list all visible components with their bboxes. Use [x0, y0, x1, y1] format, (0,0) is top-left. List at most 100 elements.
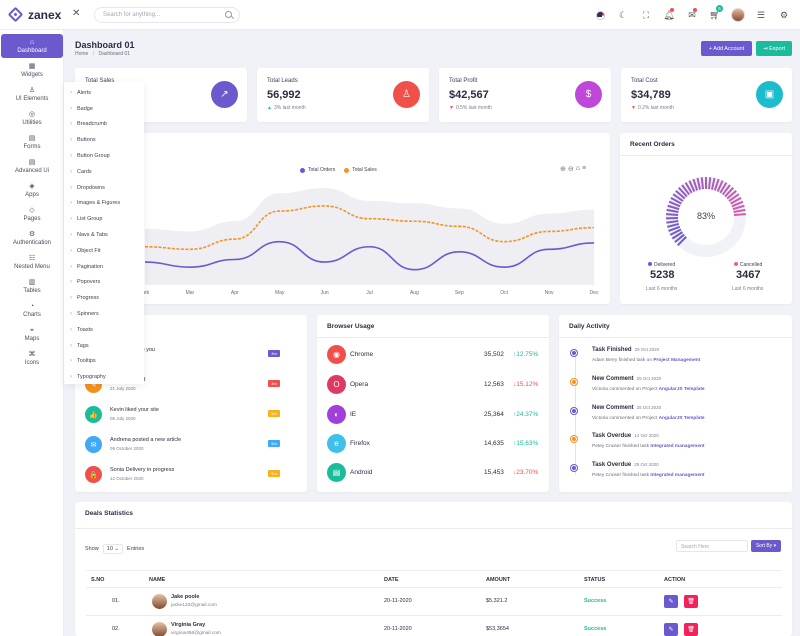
sidebar-item-label: Authentication — [12, 239, 52, 246]
chart-menu-icon[interactable]: ≡ — [581, 165, 587, 172]
menu-icon[interactable]: ☰ — [756, 9, 766, 20]
flyout-item[interactable]: Alerts — [64, 85, 144, 101]
timeline-desc: Petey Cruiser finished task Integrated m… — [592, 444, 705, 449]
settings-gear-icon[interactable]: ⚙ — [779, 9, 789, 20]
sales-chart-card: Total Orders Total Sales ⊕ ⊖ ⌂ ≡ Feb Mar A… — [75, 133, 610, 304]
timeline-link[interactable]: AngularJS Template — [658, 416, 705, 421]
zoom-out-icon[interactable]: ⊖ — [567, 166, 574, 173]
timeline-link[interactable]: Integrated management — [650, 444, 705, 449]
sort-by-button[interactable]: Sort By ▾ — [751, 540, 781, 552]
sidebar-item-tables[interactable]: ▥ Tables — [0, 274, 64, 298]
avatar — [152, 594, 167, 609]
column-header[interactable]: AMOUNT — [486, 577, 511, 583]
column-header[interactable]: NAME — [149, 577, 166, 583]
radial-segment — [732, 204, 745, 211]
browser-count: 25,364 — [484, 411, 504, 418]
flyout-item[interactable]: Toasts — [64, 322, 144, 338]
notification-icon[interactable]: 🔔︎ — [663, 8, 675, 20]
x-tick-label: Jul — [366, 290, 372, 296]
activity-title: Kevin liked your site — [110, 407, 159, 413]
flyout-item[interactable]: Tooltips — [64, 354, 144, 370]
flyout-item[interactable]: Button Group — [64, 148, 144, 164]
deals-statistics-card: Deals Statistics Show 10 ⌄ Entries Searc… — [75, 502, 792, 636]
sidebar-item-pages[interactable]: ◇ Pages — [0, 202, 64, 226]
sidebar-item-utilities[interactable]: ◎ Utilities — [0, 106, 64, 130]
sidebar-item-label: Icons — [24, 359, 40, 366]
close-sidebar-icon[interactable]: ✕ — [72, 8, 81, 19]
radial-progress-chart — [665, 177, 746, 257]
sidebar-item-widgets[interactable]: ▦ Widgets — [0, 58, 64, 82]
file-icon: ▤ — [28, 158, 36, 166]
search-input[interactable]: Search for anything... — [94, 7, 240, 23]
flyout-item[interactable]: Pagination — [64, 259, 144, 275]
column-header[interactable]: STATUS — [584, 577, 606, 583]
activity-icon: 👍 — [85, 406, 102, 423]
deals-search-input[interactable]: Search Here — [676, 540, 748, 552]
flyout-item[interactable]: Tags — [64, 338, 144, 354]
delete-button[interactable]: 🗑︎ — [684, 595, 698, 608]
export-button[interactable]: ⇥ Export — [756, 41, 792, 56]
column-header[interactable]: DATE — [384, 577, 399, 583]
timeline-dot — [571, 465, 577, 471]
fullscreen-icon[interactable]: ⛶ — [642, 9, 650, 20]
browser-change: ↑15.63% — [513, 440, 539, 447]
sidebar-item-advanced-ui[interactable]: ▤ Advanced Ui — [0, 154, 64, 178]
zoom-in-icon[interactable]: ⊕ — [560, 166, 566, 173]
sidebar-item-authentication[interactable]: ⚙ Authentication — [0, 226, 64, 250]
browser-row: e Firefox 14,635 ↑15.63% — [327, 434, 545, 456]
sidebar-item-icons[interactable]: ⌘ Icons — [0, 346, 64, 370]
column-header[interactable]: ACTION — [664, 577, 686, 583]
breadcrumb-home[interactable]: Home — [75, 51, 89, 57]
flyout-item[interactable]: Buttons — [64, 132, 144, 148]
dark-mode-icon[interactable]: ☾ — [618, 9, 628, 20]
delete-button[interactable]: 🗑︎ — [684, 623, 698, 636]
edit-button[interactable]: ✎ — [664, 595, 678, 608]
timeline-date: 25 Oct 2020 — [636, 376, 662, 381]
flyout-item[interactable]: Images & Figures — [64, 196, 144, 212]
sidebar-item-maps[interactable]: ⌖ Maps — [0, 322, 64, 346]
sidebar-item-label: Charts — [23, 311, 41, 318]
language-button[interactable] — [592, 5, 608, 25]
sidebar-item-dashboard[interactable]: ⌂ Dashboard — [1, 34, 63, 59]
timeline-link[interactable]: Project Management — [653, 358, 701, 363]
flyout-item[interactable]: Dropdowns — [64, 180, 144, 196]
flyout-item[interactable]: Breadcrumb — [64, 117, 144, 133]
browser-row: O Opera 12,563 ↓15.12% — [327, 375, 545, 397]
flyout-item[interactable]: Spinners — [64, 306, 144, 322]
radial-segment — [731, 200, 744, 208]
legend-orders[interactable]: Total Orders — [308, 167, 336, 173]
row-status: Success — [584, 598, 607, 604]
timeline-link[interactable]: Integrated management — [650, 473, 705, 478]
globe-icon: ◎ — [28, 110, 36, 118]
flyout-item[interactable]: List Group — [64, 211, 144, 227]
flyout-item[interactable]: Popovers — [64, 275, 144, 291]
search-icon[interactable] — [225, 11, 232, 18]
stat-label: Total Profit — [449, 78, 478, 84]
column-header[interactable]: S.NO — [91, 577, 105, 583]
activity-date: 05 July 2020 — [110, 416, 136, 421]
sidebar-item-ui-elements[interactable]: ♙ UI Elements — [0, 82, 64, 106]
activity-date: 21 July 2020 — [110, 386, 136, 391]
flyout-item[interactable]: Navs & Tabs — [64, 227, 144, 243]
profile-button[interactable] — [730, 5, 746, 25]
sidebar-item-forms[interactable]: ▤ Forms — [0, 130, 64, 154]
entries-select[interactable]: 10 ⌄ — [102, 544, 124, 554]
flyout-item[interactable]: Progress — [64, 290, 144, 306]
logo[interactable]: zanex — [0, 0, 64, 30]
flyout-item[interactable]: Cards — [64, 164, 144, 180]
edit-button[interactable]: ✎ — [664, 623, 678, 636]
flyout-item[interactable]: Typography — [64, 369, 144, 385]
sidebar-item-nested-menu[interactable]: ☷ Nested Menu — [0, 250, 64, 274]
cart-icon[interactable]: 🛒︎ 5 — [707, 5, 723, 25]
sidebar-item-apps[interactable]: ◈ Apps — [0, 178, 64, 202]
timeline-link[interactable]: AngularJS Template — [658, 387, 705, 392]
legend-sales[interactable]: Total Sales — [352, 167, 377, 173]
message-icon[interactable]: ✉︎ — [688, 8, 697, 20]
flyout-item[interactable]: Object Fit — [64, 243, 144, 259]
flyout-item[interactable]: Badge — [64, 101, 144, 117]
radial-segment — [688, 180, 696, 192]
sidebar-item-charts[interactable]: ◔ Charts — [0, 298, 64, 322]
chrome-icon: ◉ — [327, 345, 346, 364]
add-account-button[interactable]: + Add Account — [701, 41, 752, 56]
reset-home-icon[interactable]: ⌂ — [575, 165, 580, 172]
